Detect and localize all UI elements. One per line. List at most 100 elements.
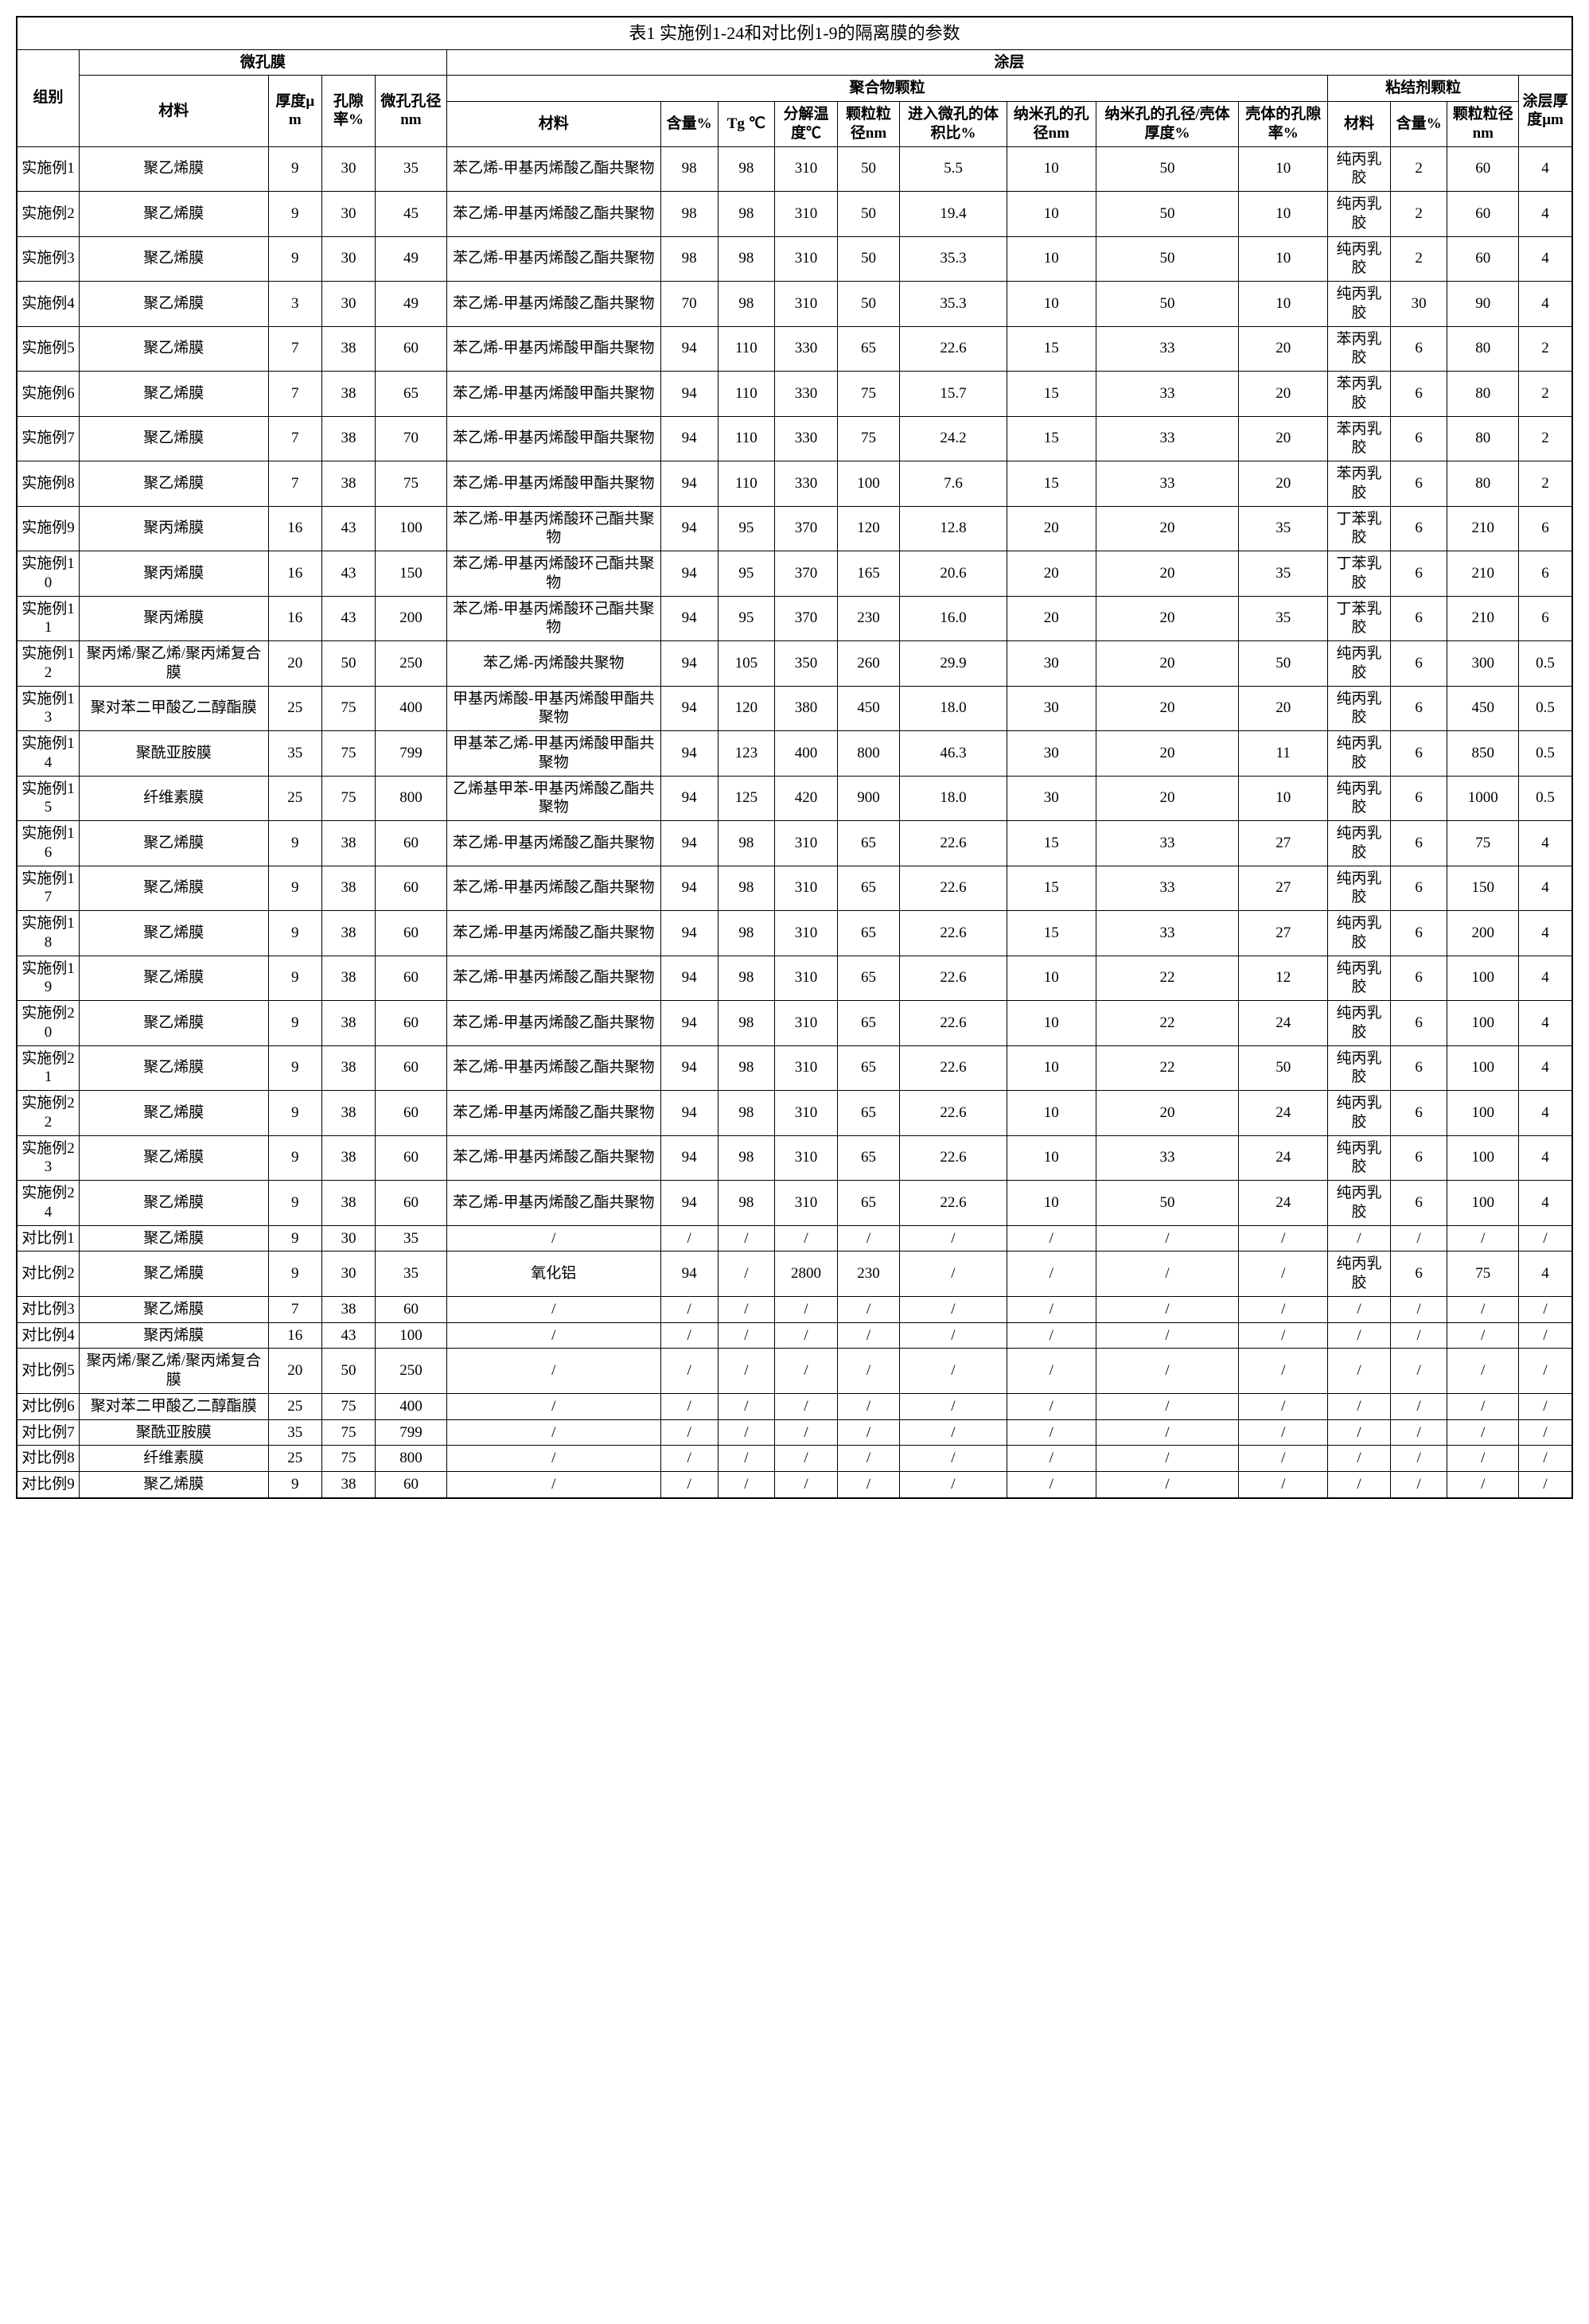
cell-g: 实施例10 <box>17 551 79 597</box>
cell-cm: / <box>446 1225 660 1252</box>
cell-g: 实施例12 <box>17 641 79 687</box>
cell-ps: 70 <box>376 416 447 461</box>
cell-v: 35.3 <box>900 236 1007 282</box>
cell-r: / <box>1096 1419 1238 1446</box>
cell-pp: / <box>837 1225 899 1252</box>
cell-pp: 100 <box>837 461 899 507</box>
cell-d: 310 <box>775 1045 837 1091</box>
cell-tg: / <box>718 1252 775 1297</box>
cell-n: 20 <box>1007 551 1096 597</box>
cell-ct: / <box>1519 1349 1572 1394</box>
col-poly-material: 材料 <box>446 102 660 147</box>
cell-d: / <box>775 1419 837 1446</box>
cell-c: 94 <box>660 596 718 641</box>
cell-bp: / <box>1447 1322 1519 1349</box>
cell-tg: 98 <box>718 956 775 1001</box>
cell-bp: 450 <box>1447 686 1519 731</box>
cell-t: 25 <box>268 1393 321 1419</box>
cell-cm: 苯乙烯-甲基丙烯酸甲酯共聚物 <box>446 326 660 372</box>
cell-d: 370 <box>775 596 837 641</box>
cell-cm: 氧化铝 <box>446 1252 660 1297</box>
cell-cm: 苯乙烯-甲基丙烯酸甲酯共聚物 <box>446 461 660 507</box>
cell-ps: 49 <box>376 236 447 282</box>
cell-c: / <box>660 1349 718 1394</box>
cell-v: 22.6 <box>900 956 1007 1001</box>
cell-r: 33 <box>1096 1135 1238 1181</box>
cell-tg: 98 <box>718 911 775 956</box>
cell-d: 2800 <box>775 1252 837 1297</box>
cell-r: / <box>1096 1225 1238 1252</box>
cell-m: 聚乙烯膜 <box>79 1252 268 1297</box>
cell-ct: 2 <box>1519 326 1572 372</box>
cell-ct: 4 <box>1519 236 1572 282</box>
cell-m: 聚乙烯膜 <box>79 956 268 1001</box>
cell-bp: 80 <box>1447 416 1519 461</box>
cell-cm: 苯乙烯-甲基丙烯酸环己酯共聚物 <box>446 551 660 597</box>
cell-c: / <box>660 1446 718 1472</box>
cell-t: 3 <box>268 282 321 327</box>
cell-v: / <box>900 1472 1007 1498</box>
cell-bp: 1000 <box>1447 776 1519 821</box>
cell-v: / <box>900 1419 1007 1446</box>
col-polymer: 聚合物颗粒 <box>446 76 1327 102</box>
cell-bm: 纯丙乳胶 <box>1328 776 1390 821</box>
cell-tg: / <box>718 1393 775 1419</box>
cell-m: 聚乙烯膜 <box>79 821 268 866</box>
table-row: 实施例10聚丙烯膜1643150苯乙烯-甲基丙烯酸环己酯共聚物949537016… <box>17 551 1572 597</box>
table-row: 实施例24聚乙烯膜93860苯乙烯-甲基丙烯酸乙酯共聚物94983106522.… <box>17 1181 1572 1226</box>
cell-n: 15 <box>1007 911 1096 956</box>
cell-v: / <box>900 1349 1007 1394</box>
cell-d: 310 <box>775 236 837 282</box>
cell-r: 50 <box>1096 192 1238 237</box>
cell-ps: 35 <box>376 1225 447 1252</box>
cell-s: 20 <box>1239 461 1328 507</box>
cell-n: 30 <box>1007 686 1096 731</box>
cell-t: 9 <box>268 1252 321 1297</box>
cell-p: 50 <box>321 1349 375 1394</box>
cell-ps: 799 <box>376 1419 447 1446</box>
cell-d: / <box>775 1296 837 1322</box>
cell-c: 94 <box>660 731 718 777</box>
cell-n: 10 <box>1007 1091 1096 1136</box>
cell-bc: / <box>1390 1446 1447 1472</box>
cell-s: 11 <box>1239 731 1328 777</box>
cell-bm: 纯丙乳胶 <box>1328 282 1390 327</box>
table-row: 实施例21聚乙烯膜93860苯乙烯-甲基丙烯酸乙酯共聚物94983106522.… <box>17 1045 1572 1091</box>
cell-g: 实施例15 <box>17 776 79 821</box>
cell-c: / <box>660 1393 718 1419</box>
cell-ps: 799 <box>376 731 447 777</box>
cell-t: 25 <box>268 776 321 821</box>
cell-bc: 6 <box>1390 1001 1447 1046</box>
cell-bm: 纯丙乳胶 <box>1328 1135 1390 1181</box>
cell-c: 94 <box>660 911 718 956</box>
cell-bm: 丁苯乳胶 <box>1328 506 1390 551</box>
cell-bp: 100 <box>1447 1091 1519 1136</box>
cell-n: 10 <box>1007 236 1096 282</box>
cell-c: 94 <box>660 641 718 687</box>
cell-c: 94 <box>660 506 718 551</box>
cell-m: 聚丙烯膜 <box>79 1322 268 1349</box>
cell-n: 15 <box>1007 416 1096 461</box>
cell-p: 38 <box>321 956 375 1001</box>
cell-t: 9 <box>268 821 321 866</box>
cell-pp: 65 <box>837 821 899 866</box>
cell-ct: 6 <box>1519 596 1572 641</box>
cell-p: 38 <box>321 1181 375 1226</box>
col-nano-ratio: 纳米孔的孔径/壳体厚度% <box>1096 102 1238 147</box>
cell-m: 聚乙烯膜 <box>79 146 268 192</box>
cell-d: 310 <box>775 911 837 956</box>
table-row: 对比例3聚乙烯膜73860///////////// <box>17 1296 1572 1322</box>
cell-bc: / <box>1390 1393 1447 1419</box>
cell-s: 50 <box>1239 641 1328 687</box>
cell-tg: / <box>718 1419 775 1446</box>
cell-bp: 210 <box>1447 551 1519 597</box>
cell-ct: 4 <box>1519 192 1572 237</box>
cell-s: 50 <box>1239 1045 1328 1091</box>
col-shell-por: 壳体的孔隙率% <box>1239 102 1328 147</box>
col-binder: 粘结剂颗粒 <box>1328 76 1519 102</box>
cell-v: 22.6 <box>900 911 1007 956</box>
cell-r: 50 <box>1096 236 1238 282</box>
cell-ps: 100 <box>376 506 447 551</box>
cell-r: / <box>1096 1296 1238 1322</box>
cell-c: 94 <box>660 416 718 461</box>
